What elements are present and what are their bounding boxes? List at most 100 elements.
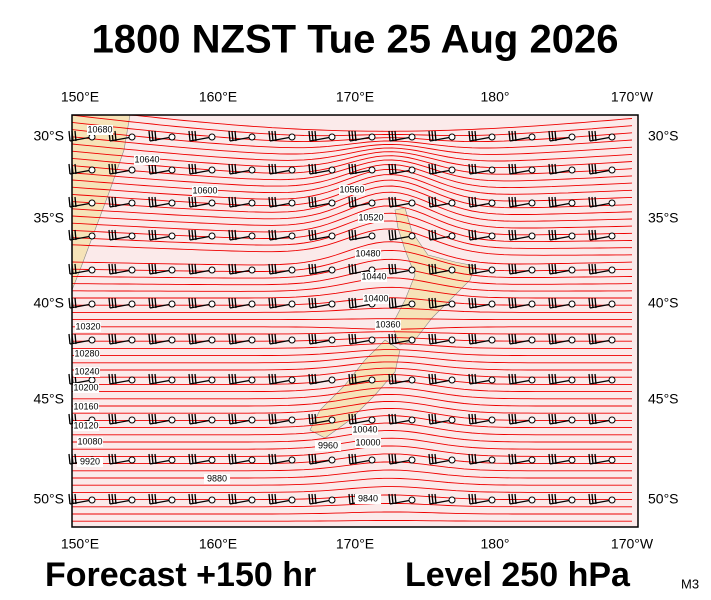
barb-feather bbox=[588, 373, 591, 385]
barb-feather bbox=[434, 297, 437, 309]
station bbox=[488, 496, 496, 504]
barb-feather bbox=[68, 453, 71, 465]
barb-feather bbox=[151, 453, 154, 465]
barb-shaft bbox=[189, 235, 213, 241]
contour-line bbox=[71, 168, 633, 195]
barb-feather bbox=[511, 413, 514, 425]
station bbox=[568, 376, 576, 384]
station bbox=[248, 456, 256, 464]
barb-feather bbox=[154, 413, 157, 425]
barb-shaft bbox=[469, 459, 493, 465]
barb-shaft bbox=[229, 136, 253, 142]
contour-line bbox=[72, 461, 632, 472]
barb-feather bbox=[594, 413, 597, 425]
station bbox=[88, 266, 96, 274]
barb-feather bbox=[591, 413, 594, 425]
barb-feather bbox=[428, 413, 431, 425]
barb-feather bbox=[588, 413, 591, 425]
station bbox=[288, 199, 296, 207]
barb-feather bbox=[388, 493, 391, 505]
barb-feather bbox=[308, 493, 311, 505]
station bbox=[488, 133, 496, 141]
barb-feather bbox=[148, 297, 151, 309]
station bbox=[368, 166, 376, 174]
barb-feather bbox=[468, 453, 471, 465]
barb-feather bbox=[191, 263, 194, 275]
barb-feather bbox=[354, 333, 357, 345]
barb-feather bbox=[231, 297, 234, 309]
barb-shaft bbox=[149, 235, 173, 241]
contour-label: 10680 bbox=[87, 124, 112, 134]
station bbox=[408, 166, 416, 174]
barb-feather bbox=[234, 297, 237, 309]
barb-feather bbox=[234, 333, 237, 345]
barb-feather bbox=[308, 373, 311, 385]
contour-line bbox=[71, 228, 633, 256]
barb-feather bbox=[591, 373, 594, 385]
contour-label: 10200 bbox=[73, 382, 98, 392]
contour-label: 10120 bbox=[73, 420, 98, 430]
barb-feather bbox=[471, 263, 474, 275]
barb-shaft bbox=[549, 419, 573, 425]
barb-feather bbox=[468, 413, 471, 425]
barb-shaft bbox=[109, 169, 133, 175]
station bbox=[128, 336, 136, 344]
barb-shaft bbox=[269, 459, 293, 465]
contour-label: 10520 bbox=[358, 212, 383, 222]
station bbox=[248, 496, 256, 504]
barb-feather bbox=[591, 130, 594, 142]
barb-feather bbox=[431, 453, 434, 465]
barb-feather bbox=[471, 196, 474, 208]
barb-feather bbox=[388, 196, 391, 208]
barb-feather bbox=[394, 130, 397, 142]
barb-feather bbox=[588, 130, 591, 142]
barb-feather bbox=[391, 229, 394, 241]
barb-shaft bbox=[189, 136, 213, 142]
station bbox=[328, 496, 336, 504]
barb-feather bbox=[154, 229, 157, 241]
station bbox=[288, 300, 296, 308]
barb-feather bbox=[154, 196, 157, 208]
station bbox=[328, 336, 336, 344]
barb-shaft bbox=[389, 339, 413, 345]
contour-label: 10000 bbox=[355, 437, 380, 447]
station bbox=[368, 133, 376, 141]
barb-shaft bbox=[69, 136, 93, 142]
barb-shaft bbox=[349, 303, 373, 309]
barb-feather bbox=[274, 196, 277, 208]
barb-feather bbox=[111, 333, 114, 345]
barb-feather bbox=[551, 493, 554, 505]
station bbox=[528, 456, 536, 464]
barb-shaft bbox=[469, 499, 493, 505]
barb-feather bbox=[271, 373, 274, 385]
barb-feather bbox=[554, 196, 557, 208]
station bbox=[248, 266, 256, 274]
barb-shaft bbox=[349, 419, 373, 425]
barb-feather bbox=[148, 130, 151, 142]
barb-feather bbox=[428, 196, 431, 208]
station bbox=[208, 232, 216, 240]
barb-shaft bbox=[509, 235, 533, 241]
barb-shaft bbox=[549, 499, 573, 505]
barb-feather bbox=[548, 196, 551, 208]
contour-label-box bbox=[204, 474, 230, 484]
barb-shaft bbox=[309, 269, 333, 275]
station bbox=[88, 336, 96, 344]
station bbox=[408, 456, 416, 464]
barb-shaft bbox=[349, 169, 373, 175]
barb-feather bbox=[551, 413, 554, 425]
barb-shaft bbox=[69, 202, 93, 208]
barb-shaft bbox=[269, 202, 293, 208]
barb-feather bbox=[228, 373, 231, 385]
barb-feather bbox=[114, 163, 117, 175]
station bbox=[128, 456, 136, 464]
contour-line bbox=[72, 486, 632, 493]
station bbox=[608, 376, 616, 384]
barb-shaft bbox=[429, 269, 453, 275]
barb-feather bbox=[354, 263, 357, 275]
barb-feather bbox=[548, 229, 551, 241]
barb-feather bbox=[228, 163, 231, 175]
longitude-label: 160°E bbox=[199, 536, 237, 552]
barb-feather bbox=[308, 263, 311, 275]
barb-feather bbox=[508, 453, 511, 465]
